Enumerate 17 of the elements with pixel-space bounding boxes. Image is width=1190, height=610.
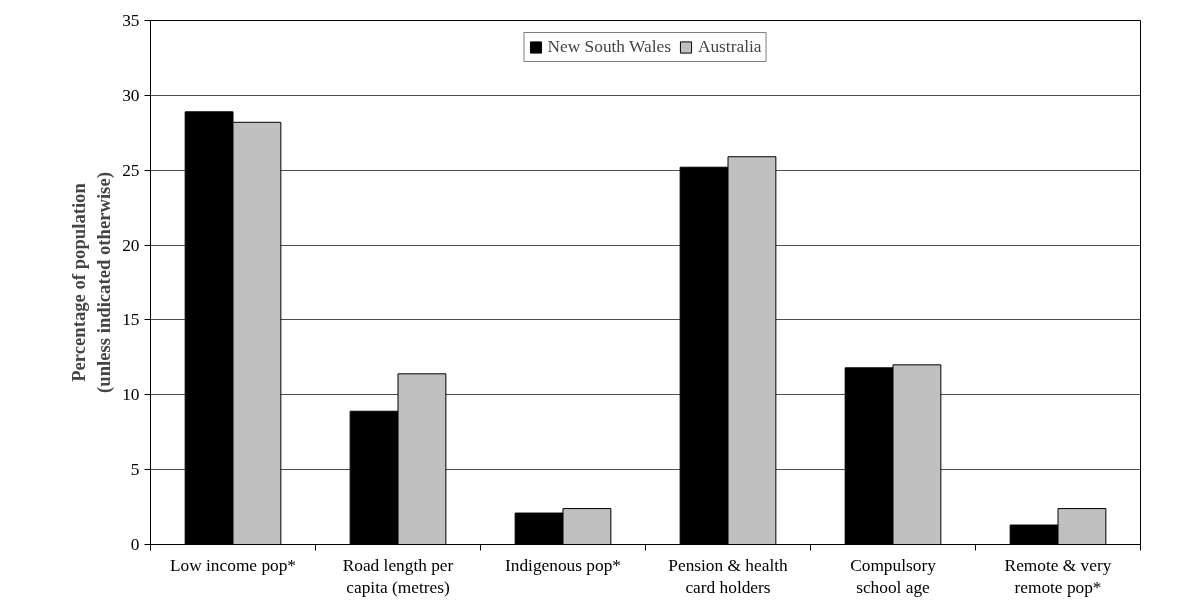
legend-label: Australia xyxy=(697,37,762,57)
x-tick-label: Pension & health card holders xyxy=(668,555,789,598)
x-tick-label: Road length per capita (metres) xyxy=(342,555,454,598)
y-tick-label: 0 xyxy=(130,535,140,554)
x-tick-label: Low income pop* xyxy=(169,555,297,575)
x-tick-label: Compulsory school age xyxy=(850,555,937,598)
y-tick-label: 25 xyxy=(122,160,140,180)
y-tick-label: 15 xyxy=(122,310,140,330)
y-tick-label: 30 xyxy=(122,85,140,105)
x-tick-label: Indigenous pop* xyxy=(505,555,621,575)
y-tick-label: 35 xyxy=(122,11,140,30)
y-tick-label: 20 xyxy=(122,235,140,255)
y-axis-title: Percentage of population (unless indicated otherwise) xyxy=(67,172,116,393)
y-tick-label: 10 xyxy=(122,385,140,405)
legend-label: New South Wales xyxy=(547,37,671,57)
x-tick-label: Remote & very remote pop* xyxy=(1004,555,1112,598)
y-tick-label: 5 xyxy=(130,460,140,480)
